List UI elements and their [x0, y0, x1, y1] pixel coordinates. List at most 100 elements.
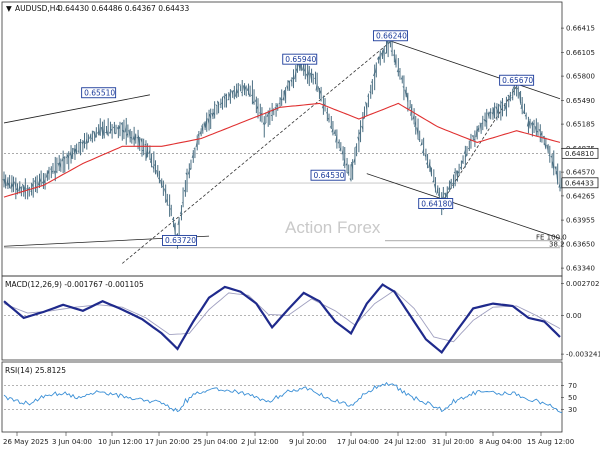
price-axis-label: 0.64570: [566, 169, 595, 177]
swing-label-text: 0.65510: [84, 89, 115, 98]
price-tick: [333, 129, 336, 135]
current-price-tag-box: [561, 177, 599, 189]
price-axis-label: 0.66415: [566, 25, 595, 33]
price-tick: [394, 56, 397, 65]
price-tick: [67, 154, 70, 159]
price-tick: [223, 95, 226, 100]
price-tick: [47, 168, 50, 174]
price-tick: [59, 162, 62, 168]
current-price-tag-text: 0.64433: [565, 179, 594, 187]
price-tick: [449, 181, 452, 185]
price-tick: [185, 172, 188, 176]
price-tick: [189, 168, 192, 171]
price-tick: [33, 180, 36, 183]
x-axis-label: 8 Aug 04:00: [479, 438, 522, 446]
price-tick: [298, 64, 301, 69]
rsi-axis-label: 30: [568, 406, 577, 414]
price-tick: [235, 88, 238, 97]
price-tick: [97, 131, 99, 134]
price-tick: [278, 102, 281, 104]
price-tick: [112, 126, 115, 129]
moving-average-line: [3, 102, 561, 198]
price-tick: [485, 119, 488, 123]
price-tick: [18, 185, 21, 192]
price-tick: [4, 178, 7, 187]
price-tick: [528, 120, 531, 129]
price-tick: [295, 68, 298, 72]
price-tick: [327, 117, 330, 120]
price-tick: [404, 89, 407, 97]
rsi-line: [3, 381, 563, 414]
price-tick: [148, 150, 151, 154]
price-tick: [19, 186, 22, 189]
price-tick: [491, 112, 494, 115]
price-tick: [384, 51, 387, 54]
price-axis-label: 0.63955: [566, 217, 595, 225]
level-label: 38.2: [549, 240, 565, 248]
rsi-axis-label: 70: [568, 382, 577, 390]
price-tick: [319, 90, 322, 95]
price-tick: [203, 122, 206, 129]
x-axis-label: 3 Jun 04:00: [52, 438, 92, 446]
price-tick: [161, 185, 164, 188]
price-tick: [138, 135, 141, 148]
price-tick: [496, 107, 499, 114]
swing-label-box: [418, 198, 454, 209]
macd-main-line: [3, 283, 561, 355]
price-tick: [216, 100, 219, 107]
price-tick: [242, 85, 245, 93]
price-tick: [325, 111, 328, 114]
price-tick: [436, 187, 439, 195]
price-tick: [118, 124, 121, 129]
price-tick: [429, 165, 432, 177]
price-tick: [288, 80, 290, 84]
price-tick: [349, 178, 352, 181]
price-tick: [534, 126, 537, 133]
price-tick: [373, 72, 376, 77]
price-tick: [489, 111, 491, 114]
price-tick: [471, 135, 474, 138]
x-axis-label: 15 Aug 12:00: [527, 438, 574, 446]
price-tick: [392, 54, 395, 57]
price-tick: [183, 189, 186, 193]
ohlc-values: 0.64430 0.64486 0.64367 0.64433: [58, 4, 189, 13]
watermark: Action Forex: [285, 218, 381, 237]
price-tick: [209, 113, 212, 119]
price-tick: [256, 105, 259, 109]
price-tick: [122, 129, 125, 133]
price-tick: [309, 72, 312, 82]
price-tick: [45, 172, 48, 178]
price-tick: [337, 141, 340, 144]
x-axis-label: 26 May 2025: [3, 438, 49, 446]
price-tick: [39, 177, 42, 182]
symbol-header-arrow: ▼: [6, 4, 12, 13]
price-tick: [550, 155, 553, 159]
price-tick: [246, 86, 249, 91]
price-tick: [102, 125, 105, 136]
price-tick: [418, 139, 420, 141]
price-tick: [251, 94, 253, 96]
price-tick: [402, 86, 405, 88]
axes: 0.66415 0.66105 0.65800 0.65490 0.65185 0.648…: [3, 25, 600, 446]
price-tick: [10, 182, 13, 189]
price-tick: [252, 100, 255, 104]
price-tick: [453, 171, 456, 174]
price-tick: [353, 158, 356, 163]
x-axis-label: 9 Jul 20:00: [289, 438, 327, 446]
price-tick: [343, 158, 346, 167]
price-tick: [160, 179, 163, 187]
price-tick: [317, 86, 320, 94]
price-tick: [116, 127, 119, 130]
price-tick: [177, 218, 180, 226]
price-tick: [205, 118, 208, 128]
price-tick: [71, 151, 74, 160]
swing-label-box: [282, 53, 318, 65]
trendline: [3, 94, 150, 124]
price-tick: [329, 125, 332, 128]
price-tick: [459, 166, 462, 170]
price-tick: [432, 180, 435, 183]
swing-label-text: 0.64530: [314, 171, 345, 180]
price-tick: [546, 144, 549, 152]
price-tick: [124, 125, 127, 133]
swing-label-text: 0.65670: [502, 76, 533, 85]
